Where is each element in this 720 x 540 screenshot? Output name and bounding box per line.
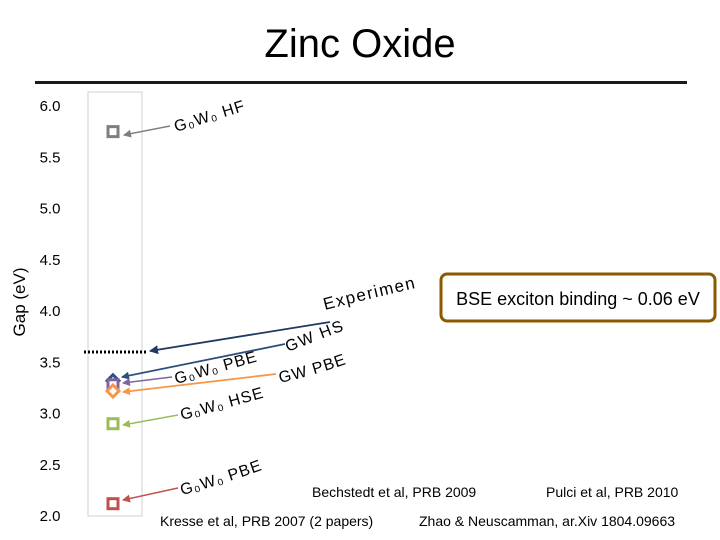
y-tick-label: 3.5	[40, 354, 61, 371]
y-tick-label: 4.0	[40, 303, 61, 320]
label-g0w0-pbe: G₀W₀ PBE	[178, 457, 264, 499]
y-tick-label: 6.0	[40, 98, 61, 115]
y-tick-label: 3.0	[40, 406, 61, 423]
arrow-g0w0-hf	[123, 125, 171, 138]
exciton-callout-text: BSE exciton binding ~ 0.06 eV	[456, 289, 700, 309]
page-title: Zinc Oxide	[264, 22, 456, 66]
y-tick-label: 2.0	[40, 508, 61, 525]
plot-frame	[87, 91, 143, 517]
exciton-callout-box	[439, 272, 717, 323]
arrow-experiment	[149, 321, 331, 355]
ref-pulci: Pulci et al, PRB 2010	[546, 484, 679, 500]
label-g0w0-hse: G₀W₀ HSE	[179, 385, 267, 424]
label-gw-pbe: GW PBE	[277, 351, 349, 387]
data-point-marker	[106, 417, 120, 431]
data-point-marker	[106, 497, 120, 511]
arrow-gw-pbe	[122, 373, 277, 396]
label-g0w0-hf: G₀W₀ HF	[172, 98, 247, 136]
arrow-g0w0-hse	[122, 414, 179, 428]
label-experiment: Experiment	[0, 0, 418, 314]
title-divider	[35, 81, 687, 84]
arrow-g0w0-pbe0	[122, 376, 173, 387]
y-tick-label: 4.5	[40, 252, 61, 269]
ref-kresse: Kresse et al, PRB 2007 (2 papers)	[160, 513, 374, 529]
y-tick-label: 5.0	[40, 201, 61, 218]
data-point-marker	[104, 382, 122, 400]
y-tick-label: 5.5	[40, 149, 61, 166]
arrow-g0w0-pbe	[122, 487, 179, 503]
arrow-gw-hse	[121, 343, 286, 380]
data-point-marker	[106, 125, 120, 139]
y-axis-label: Gap (eV)	[10, 268, 29, 337]
y-tick-label: 2.5	[40, 457, 61, 474]
ref-zhao: Zhao & Neuscamman, ar.Xiv 1804.09663	[419, 513, 676, 529]
ref-bechstedt: Bechstedt et al, PRB 2009	[312, 484, 477, 500]
label-g0w0-pbe0: G₀W₀ PBE0	[0, 0, 259, 388]
